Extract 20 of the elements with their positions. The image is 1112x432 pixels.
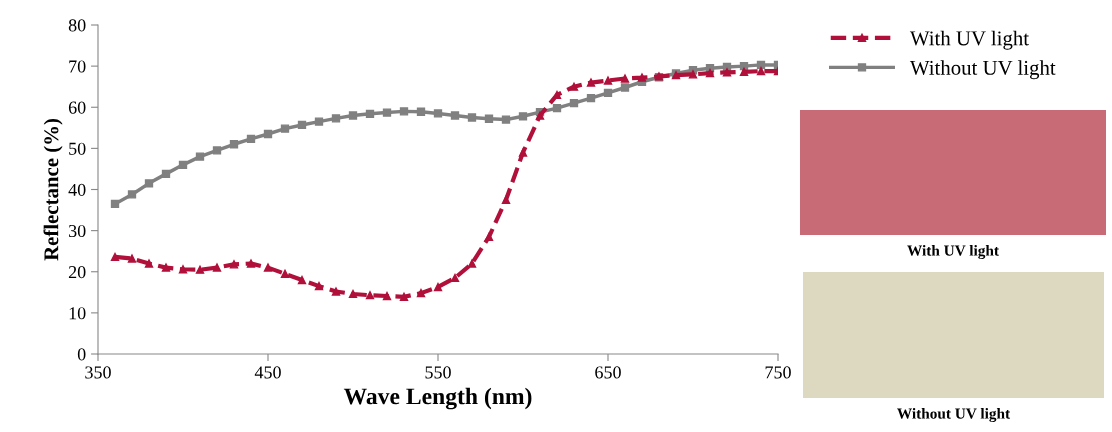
y-tick-label: 0 [77, 348, 86, 361]
y-tick-label: 20 [68, 266, 86, 279]
x-tick-label: 350 [85, 366, 111, 379]
legend-label: Without UV light [909, 60, 1056, 80]
x-tick-label: 550 [425, 366, 451, 379]
y-tick-label: 40 [68, 183, 86, 196]
legend-label: With UV light [909, 30, 1029, 50]
text: Without UV light [897, 408, 1011, 422]
y-tick-label: 50 [69, 142, 86, 155]
text: With UV light [907, 245, 999, 259]
y-tick-label: 60 [68, 101, 86, 114]
x-axis-title: Wave Length (nm) [343, 387, 532, 410]
x-tick-label: 750 [765, 366, 791, 379]
y-tick-label: 10 [69, 307, 86, 320]
y-tick-label: 80 [68, 19, 86, 32]
y-axis-title: Reflectance (%) [43, 118, 63, 261]
x-tick-label: 650 [595, 366, 621, 379]
y-tick-label: 70 [69, 60, 86, 73]
y-tick-label: 30 [69, 224, 86, 238]
x-tick-label: 450 [254, 366, 281, 379]
